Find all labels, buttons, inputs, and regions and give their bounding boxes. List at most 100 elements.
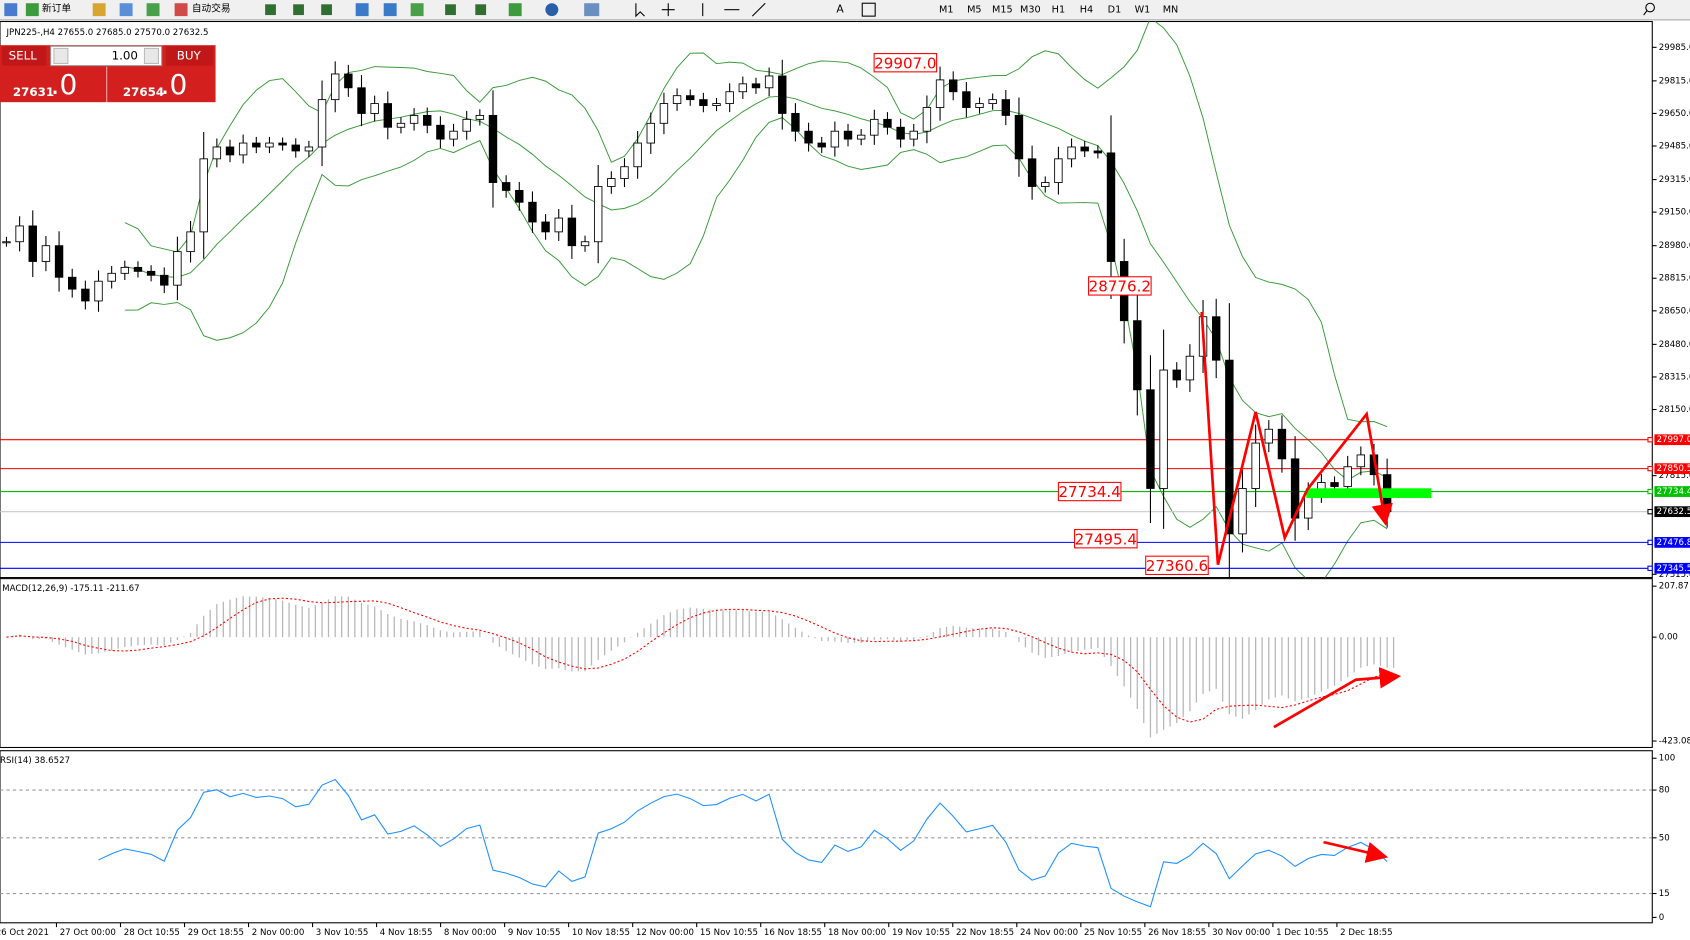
- timeframe-button[interactable]: W1: [1135, 5, 1151, 16]
- rsi-tick-label: 100: [1659, 754, 1675, 764]
- candle-body: [173, 251, 182, 286]
- candle-body: [1093, 150, 1103, 154]
- buy-button[interactable]: [165, 46, 214, 66]
- annotation-box: [873, 53, 938, 73]
- candle-body: [186, 231, 195, 253]
- price-level-box: [1654, 562, 1690, 574]
- candle-body: [1264, 428, 1273, 444]
- candle-body: [751, 83, 761, 89]
- candle-body: [370, 103, 379, 114]
- candle-body: [238, 142, 248, 156]
- annotation-label: 27495.4: [1075, 530, 1137, 548]
- timeframe-button[interactable]: M30: [1020, 5, 1041, 16]
- candle-body: [225, 146, 235, 156]
- rsi-plot: [0, 778, 1653, 908]
- symbol-info: JPN225-,H4 27655.0 27685.0 27570.0 27632…: [5, 28, 208, 38]
- candle-body: [830, 130, 840, 148]
- date-label: 22 Nov 18:55: [956, 928, 1014, 938]
- price-tick-label: 27815.0: [1659, 471, 1690, 481]
- candle-body: [541, 221, 550, 233]
- main-chart: [0, 20, 1653, 579]
- sell-button[interactable]: [2, 46, 47, 66]
- candle-body: [120, 266, 130, 274]
- toolbar-label[interactable]: 自动交易: [192, 2, 231, 15]
- price-tick-label: 29985.0: [1659, 43, 1690, 53]
- toolbar: [0, 0, 1690, 20]
- timeframe-button[interactable]: H1: [1052, 5, 1065, 16]
- lot-input[interactable]: [50, 45, 163, 67]
- candle-body: [1067, 146, 1076, 160]
- lot-value[interactable]: 1.00: [112, 48, 138, 62]
- rsi-tick-label: 80: [1659, 786, 1670, 796]
- price-tick-label: 28815.0: [1659, 274, 1690, 284]
- buy-label[interactable]: BUY: [177, 48, 202, 62]
- macd-plot: [6, 596, 1395, 738]
- timeframe-button[interactable]: D1: [1108, 5, 1122, 16]
- price-level-label: 27476.8: [1657, 538, 1690, 548]
- timeframe-button[interactable]: MN: [1163, 5, 1179, 16]
- price-level-label: 27734.4: [1657, 487, 1690, 497]
- price-level-handle: [1647, 437, 1653, 443]
- candle-body: [1080, 146, 1089, 152]
- annotation-label: 29907.0: [874, 54, 936, 72]
- timeframe-button[interactable]: M1: [939, 5, 954, 16]
- candle-body: [633, 142, 642, 168]
- price-level-box: [1654, 434, 1690, 446]
- candle-body: [330, 73, 340, 101]
- toolbar-label[interactable]: 新订单: [42, 2, 71, 15]
- price-tick-label: 28150.0: [1659, 405, 1690, 415]
- candle-body: [317, 99, 327, 148]
- price-tick-label: 29315.0: [1659, 175, 1690, 185]
- price-tick-label: 28480.0: [1659, 340, 1690, 350]
- candle-body: [383, 103, 392, 128]
- candle-body: [475, 114, 485, 120]
- candle-body: [988, 99, 997, 105]
- price-tick-label: 28650.0: [1659, 306, 1690, 316]
- candle-body: [1277, 428, 1287, 460]
- macd-tick-label: -423.08: [1659, 737, 1690, 747]
- candle-body: [1356, 454, 1366, 468]
- rsi-tick-label: 0: [1659, 913, 1664, 923]
- candle-body: [199, 158, 208, 233]
- candle-body: [1185, 355, 1195, 381]
- price-level-handle: [1647, 565, 1653, 571]
- rsi-label: RSI(14) 38.6527: [0, 756, 70, 766]
- candle-body: [1211, 316, 1221, 361]
- ask-price: 27654: [123, 85, 164, 99]
- candle-body: [1343, 466, 1352, 487]
- price-level-label: 27345.5: [1657, 564, 1690, 574]
- annotation-box: [1088, 276, 1152, 296]
- candle-body: [686, 95, 695, 101]
- bid-fraction: .0: [51, 68, 78, 101]
- annotation-label: 27734.4: [1058, 483, 1120, 501]
- candle-body: [856, 134, 866, 140]
- candle-body: [265, 142, 274, 148]
- candle-body: [1054, 158, 1063, 183]
- candle-body: [712, 103, 721, 106]
- price-level-handle: [1647, 465, 1653, 472]
- candle-body: [28, 225, 37, 262]
- date-label: 24 Nov 00:00: [1020, 928, 1078, 938]
- timeframe-button[interactable]: H4: [1080, 5, 1093, 16]
- candle-body: [291, 144, 300, 152]
- candle-body: [1225, 359, 1234, 535]
- candle-body: [593, 186, 603, 243]
- candle-body: [278, 142, 287, 146]
- timeframe-button[interactable]: M15: [992, 5, 1013, 16]
- price-plot: 29907.0 28776.2 27734.4 27495.4 27360.6: [0, 21, 1653, 578]
- timeframe-button[interactable]: M5: [967, 5, 982, 16]
- date-label: 18 Nov 00:00: [828, 928, 886, 938]
- price-level-label: 27632.5: [1657, 507, 1690, 517]
- macd-panel: [0, 578, 1653, 749]
- toolbar-icons: A: [4, 3, 1655, 18]
- rsi-tick-label: 50: [1659, 833, 1670, 843]
- sell-label[interactable]: SELL: [9, 48, 38, 62]
- price-tick-label: 28980.0: [1659, 241, 1690, 251]
- price-level-handle: [1647, 539, 1653, 546]
- date-label: 25 Nov 10:55: [1084, 928, 1142, 938]
- candle-body: [567, 217, 577, 247]
- date-label: 19 Nov 10:55: [892, 928, 950, 938]
- candle-body: [462, 118, 471, 132]
- rsi-tick-label: 15: [1659, 889, 1670, 899]
